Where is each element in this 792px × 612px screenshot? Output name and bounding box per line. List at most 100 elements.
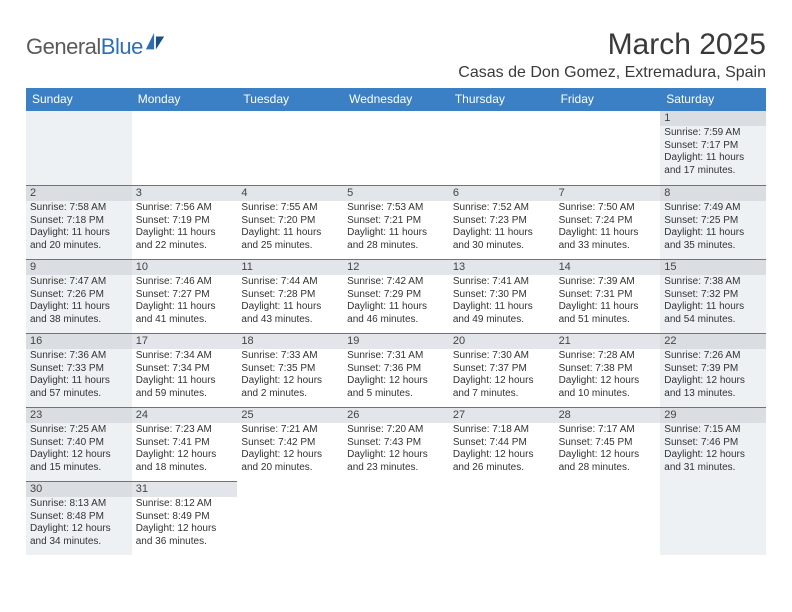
location-text: Casas de Don Gomez, Extremadura, Spain <box>458 64 766 82</box>
day-number: 24 <box>132 408 238 423</box>
sun-info: Sunrise: 7:17 AMSunset: 7:45 PMDaylight:… <box>559 424 657 474</box>
logo-text-b: Blue <box>101 34 143 59</box>
calendar-cell: 26Sunrise: 7:20 AMSunset: 7:43 PMDayligh… <box>343 407 449 481</box>
week-row: 2Sunrise: 7:58 AMSunset: 7:18 PMDaylight… <box>26 185 766 259</box>
calendar-cell-empty <box>555 481 661 555</box>
calendar-cell: 20Sunrise: 7:30 AMSunset: 7:37 PMDayligh… <box>449 333 555 407</box>
sun-info: Sunrise: 7:55 AMSunset: 7:20 PMDaylight:… <box>241 202 339 252</box>
calendar-cell: 31Sunrise: 8:12 AMSunset: 8:49 PMDayligh… <box>132 481 238 555</box>
logo-sail-icon <box>144 31 166 53</box>
calendar-cell: 8Sunrise: 7:49 AMSunset: 7:25 PMDaylight… <box>660 185 766 259</box>
dow-monday: Monday <box>132 88 238 111</box>
day-number: 19 <box>343 334 449 349</box>
sun-info: Sunrise: 7:18 AMSunset: 7:44 PMDaylight:… <box>453 424 551 474</box>
sun-info: Sunrise: 7:25 AMSunset: 7:40 PMDaylight:… <box>30 424 128 474</box>
calendar-cell-empty <box>343 481 449 555</box>
calendar-cell-empty <box>449 481 555 555</box>
calendar-cell: 22Sunrise: 7:26 AMSunset: 7:39 PMDayligh… <box>660 333 766 407</box>
day-number: 20 <box>449 334 555 349</box>
sun-info: Sunrise: 7:58 AMSunset: 7:18 PMDaylight:… <box>30 202 128 252</box>
dow-wednesday: Wednesday <box>343 88 449 111</box>
sun-info: Sunrise: 8:12 AMSunset: 8:49 PMDaylight:… <box>136 498 234 548</box>
calendar-cell-empty <box>343 111 449 185</box>
sun-info: Sunrise: 7:33 AMSunset: 7:35 PMDaylight:… <box>241 350 339 400</box>
calendar-cell: 19Sunrise: 7:31 AMSunset: 7:36 PMDayligh… <box>343 333 449 407</box>
calendar-cell-empty <box>237 481 343 555</box>
sun-info: Sunrise: 7:56 AMSunset: 7:19 PMDaylight:… <box>136 202 234 252</box>
sun-info: Sunrise: 8:13 AMSunset: 8:48 PMDaylight:… <box>30 498 128 548</box>
sun-info: Sunrise: 7:23 AMSunset: 7:41 PMDaylight:… <box>136 424 234 474</box>
calendar-cell-empty <box>26 111 132 185</box>
header: GeneralBlue March 2025 Casas de Don Gome… <box>26 28 766 82</box>
day-number: 28 <box>555 408 661 423</box>
day-number: 4 <box>237 186 343 201</box>
day-number: 27 <box>449 408 555 423</box>
day-number: 22 <box>660 334 766 349</box>
day-number: 18 <box>237 334 343 349</box>
calendar-cell: 11Sunrise: 7:44 AMSunset: 7:28 PMDayligh… <box>237 259 343 333</box>
day-number: 8 <box>660 186 766 201</box>
sun-info: Sunrise: 7:42 AMSunset: 7:29 PMDaylight:… <box>347 276 445 326</box>
sun-info: Sunrise: 7:21 AMSunset: 7:42 PMDaylight:… <box>241 424 339 474</box>
day-number: 23 <box>26 408 132 423</box>
calendar-cell-empty <box>660 481 766 555</box>
day-number: 12 <box>343 260 449 275</box>
week-row: 16Sunrise: 7:36 AMSunset: 7:33 PMDayligh… <box>26 333 766 407</box>
dow-friday: Friday <box>555 88 661 111</box>
title-block: March 2025 Casas de Don Gomez, Extremadu… <box>458 28 766 82</box>
day-number: 29 <box>660 408 766 423</box>
day-number: 17 <box>132 334 238 349</box>
week-row: 1Sunrise: 7:59 AMSunset: 7:17 PMDaylight… <box>26 111 766 185</box>
weeks-container: 1Sunrise: 7:59 AMSunset: 7:17 PMDaylight… <box>26 111 766 555</box>
day-number: 2 <box>26 186 132 201</box>
day-number: 13 <box>449 260 555 275</box>
sun-info: Sunrise: 7:47 AMSunset: 7:26 PMDaylight:… <box>30 276 128 326</box>
calendar-cell-empty <box>132 111 238 185</box>
sun-info: Sunrise: 7:39 AMSunset: 7:31 PMDaylight:… <box>559 276 657 326</box>
day-number: 31 <box>132 482 238 497</box>
calendar-cell: 13Sunrise: 7:41 AMSunset: 7:30 PMDayligh… <box>449 259 555 333</box>
logo-text: GeneralBlue <box>26 34 143 60</box>
calendar-cell: 14Sunrise: 7:39 AMSunset: 7:31 PMDayligh… <box>555 259 661 333</box>
day-number: 11 <box>237 260 343 275</box>
calendar-cell: 30Sunrise: 8:13 AMSunset: 8:48 PMDayligh… <box>26 481 132 555</box>
day-number: 30 <box>26 482 132 497</box>
sun-info: Sunrise: 7:31 AMSunset: 7:36 PMDaylight:… <box>347 350 445 400</box>
sun-info: Sunrise: 7:49 AMSunset: 7:25 PMDaylight:… <box>664 202 762 252</box>
calendar-cell: 12Sunrise: 7:42 AMSunset: 7:29 PMDayligh… <box>343 259 449 333</box>
dow-row: SundayMondayTuesdayWednesdayThursdayFrid… <box>26 88 766 111</box>
sun-info: Sunrise: 7:44 AMSunset: 7:28 PMDaylight:… <box>241 276 339 326</box>
calendar-cell: 9Sunrise: 7:47 AMSunset: 7:26 PMDaylight… <box>26 259 132 333</box>
day-number: 14 <box>555 260 661 275</box>
calendar-cell: 4Sunrise: 7:55 AMSunset: 7:20 PMDaylight… <box>237 185 343 259</box>
day-number: 3 <box>132 186 238 201</box>
calendar-cell: 15Sunrise: 7:38 AMSunset: 7:32 PMDayligh… <box>660 259 766 333</box>
day-number: 7 <box>555 186 661 201</box>
sun-info: Sunrise: 7:28 AMSunset: 7:38 PMDaylight:… <box>559 350 657 400</box>
calendar-cell: 16Sunrise: 7:36 AMSunset: 7:33 PMDayligh… <box>26 333 132 407</box>
sun-info: Sunrise: 7:20 AMSunset: 7:43 PMDaylight:… <box>347 424 445 474</box>
sun-info: Sunrise: 7:41 AMSunset: 7:30 PMDaylight:… <box>453 276 551 326</box>
calendar-cell-empty <box>449 111 555 185</box>
calendar-cell: 18Sunrise: 7:33 AMSunset: 7:35 PMDayligh… <box>237 333 343 407</box>
calendar-cell: 6Sunrise: 7:52 AMSunset: 7:23 PMDaylight… <box>449 185 555 259</box>
calendar-cell: 25Sunrise: 7:21 AMSunset: 7:42 PMDayligh… <box>237 407 343 481</box>
calendar-cell-empty <box>555 111 661 185</box>
calendar-cell-empty <box>237 111 343 185</box>
calendar-cell: 21Sunrise: 7:28 AMSunset: 7:38 PMDayligh… <box>555 333 661 407</box>
day-number: 21 <box>555 334 661 349</box>
sun-info: Sunrise: 7:53 AMSunset: 7:21 PMDaylight:… <box>347 202 445 252</box>
calendar-cell: 10Sunrise: 7:46 AMSunset: 7:27 PMDayligh… <box>132 259 238 333</box>
day-number: 1 <box>660 111 766 126</box>
calendar-cell: 27Sunrise: 7:18 AMSunset: 7:44 PMDayligh… <box>449 407 555 481</box>
sun-info: Sunrise: 7:15 AMSunset: 7:46 PMDaylight:… <box>664 424 762 474</box>
calendar-cell: 5Sunrise: 7:53 AMSunset: 7:21 PMDaylight… <box>343 185 449 259</box>
sun-info: Sunrise: 7:26 AMSunset: 7:39 PMDaylight:… <box>664 350 762 400</box>
sun-info: Sunrise: 7:46 AMSunset: 7:27 PMDaylight:… <box>136 276 234 326</box>
calendar-cell: 7Sunrise: 7:50 AMSunset: 7:24 PMDaylight… <box>555 185 661 259</box>
week-row: 30Sunrise: 8:13 AMSunset: 8:48 PMDayligh… <box>26 481 766 555</box>
sun-info: Sunrise: 7:59 AMSunset: 7:17 PMDaylight:… <box>664 127 762 177</box>
calendar-cell: 28Sunrise: 7:17 AMSunset: 7:45 PMDayligh… <box>555 407 661 481</box>
sun-info: Sunrise: 7:30 AMSunset: 7:37 PMDaylight:… <box>453 350 551 400</box>
week-row: 23Sunrise: 7:25 AMSunset: 7:40 PMDayligh… <box>26 407 766 481</box>
